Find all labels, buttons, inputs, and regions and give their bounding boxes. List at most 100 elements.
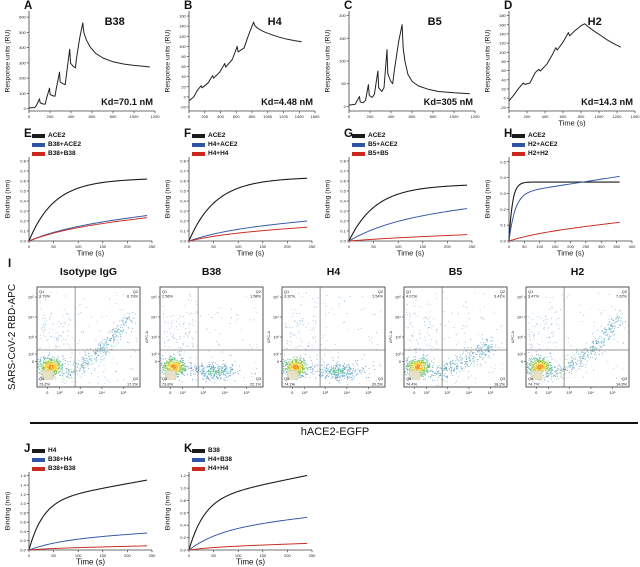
- svg-text:10³: 10³: [151, 335, 157, 340]
- svg-text:72.2%: 72.2%: [39, 382, 51, 387]
- legend-label: H4+ACE2: [208, 141, 238, 148]
- svg-text:120: 120: [499, 41, 506, 46]
- svg-text:0: 0: [155, 359, 158, 364]
- legend-swatch-blue: [512, 142, 525, 148]
- flow-plot-h4: H4 Q1 3.32% Q2 1.54% Q4 74.7% Q3 20.5% 0 10² 10³ 10⁴…: [264, 266, 394, 422]
- svg-text:1000: 1000: [595, 114, 605, 119]
- svg-text:0.0: 0.0: [20, 239, 26, 244]
- legend-label: B5+ACE2: [368, 141, 398, 148]
- svg-text:10³: 10³: [200, 390, 206, 395]
- svg-text:Time (s): Time (s): [557, 249, 585, 258]
- svg-text:APC-A: APC-A: [144, 331, 149, 344]
- panel-F: F ACE2 H4+ACE2 H4+H4 0 50 100 150 200 250 0.0 0.1 0.…: [162, 128, 320, 258]
- legend-swatch-blue: [32, 457, 45, 463]
- svg-text:10³: 10³: [273, 335, 279, 340]
- svg-text:0.0: 0.0: [500, 239, 506, 244]
- svg-text:150: 150: [419, 244, 426, 249]
- flow-panel-letter: I: [8, 258, 12, 270]
- svg-text:150: 150: [259, 244, 266, 249]
- svg-text:0.6: 0.6: [20, 179, 26, 184]
- svg-text:10³: 10³: [444, 390, 450, 395]
- svg-text:1000: 1000: [130, 114, 140, 119]
- svg-text:Q3: Q3: [256, 376, 261, 381]
- svg-text:10⁴: 10⁴: [222, 390, 228, 395]
- svg-text:150: 150: [552, 244, 559, 249]
- svg-text:10⁴: 10⁴: [99, 390, 105, 395]
- svg-text:0: 0: [24, 106, 27, 111]
- svg-text:10⁴: 10⁴: [151, 315, 157, 320]
- legend-swatch-red: [32, 151, 45, 157]
- svg-text:0: 0: [344, 104, 347, 109]
- svg-text:200: 200: [124, 244, 131, 249]
- svg-text:50: 50: [371, 244, 376, 249]
- svg-text:200: 200: [201, 114, 208, 119]
- legend-label: H2+H2: [528, 150, 549, 157]
- svg-text:H2: H2: [588, 16, 602, 28]
- svg-text:Response units (RU): Response units (RU): [165, 29, 172, 92]
- panel-K-legend: B38 H4+B38 H4+H4: [192, 447, 232, 474]
- svg-text:10⁴: 10⁴: [466, 390, 472, 395]
- svg-text:600: 600: [409, 114, 416, 119]
- svg-text:20: 20: [501, 86, 506, 91]
- svg-text:120: 120: [179, 34, 186, 39]
- legend-swatch-red: [512, 151, 525, 157]
- panel-letter-K: K: [184, 443, 193, 455]
- svg-text:400: 400: [217, 114, 224, 119]
- svg-text:100: 100: [179, 44, 186, 49]
- flow-divider: [30, 422, 638, 424]
- svg-text:300: 300: [19, 60, 26, 65]
- svg-text:0: 0: [508, 244, 511, 249]
- svg-text:22.1%: 22.1%: [250, 382, 262, 387]
- svg-text:0.4: 0.4: [20, 199, 26, 204]
- panel-letter-D: D: [504, 0, 513, 12]
- svg-text:0.1: 0.1: [500, 223, 506, 228]
- svg-text:160: 160: [499, 22, 506, 27]
- svg-text:2.56%: 2.56%: [162, 294, 174, 299]
- legend-swatch-black: [512, 133, 525, 139]
- svg-text:0.2: 0.2: [500, 207, 506, 212]
- svg-text:0: 0: [277, 359, 280, 364]
- svg-text:Binding (nm): Binding (nm): [325, 180, 332, 219]
- svg-text:100: 100: [235, 244, 242, 249]
- svg-text:10²: 10²: [28, 352, 34, 357]
- svg-text:Time (s): Time (s): [237, 249, 265, 258]
- svg-text:100: 100: [339, 59, 346, 64]
- panel-H: H ACE2 H2+ACE2 H2+H2 0 50 100 150 200 250 300 350 40…: [482, 128, 640, 258]
- svg-text:100: 100: [536, 244, 543, 249]
- svg-text:400: 400: [542, 114, 549, 119]
- svg-text:0.4: 0.4: [500, 175, 506, 180]
- svg-text:0.7: 0.7: [180, 169, 186, 174]
- svg-text:1.54%: 1.54%: [372, 294, 384, 299]
- svg-text:0: 0: [188, 114, 191, 119]
- panel-A-plot: 0 200 400 600 800 1000 1200 0 100 200 300 400 500 600…: [5, 11, 160, 119]
- svg-text:200: 200: [19, 76, 26, 81]
- svg-text:0: 0: [46, 390, 49, 395]
- svg-text:1200: 1200: [613, 114, 623, 119]
- svg-text:0.5: 0.5: [180, 189, 186, 194]
- svg-text:0.6: 0.6: [340, 179, 346, 184]
- svg-text:Q1: Q1: [39, 289, 44, 294]
- svg-text:60: 60: [501, 68, 506, 73]
- legend-label: ACE2: [208, 132, 226, 139]
- svg-text:0.1: 0.1: [20, 229, 26, 234]
- svg-text:0.5: 0.5: [340, 189, 346, 194]
- svg-text:100: 100: [19, 91, 26, 96]
- svg-text:10²: 10²: [180, 390, 186, 395]
- svg-text:20.5%: 20.5%: [372, 382, 384, 387]
- svg-text:50: 50: [341, 81, 346, 86]
- panel-D-plot: 0 200 400 600 800 1000 1200 1400-20020406080100…: [485, 11, 640, 128]
- panel-E-plot: 0 50 100 150 200 250 0.0 0.1 0.2 0.3 0.4 0.5 0.6 0.7 0…: [5, 157, 156, 258]
- svg-text:1400: 1400: [295, 114, 305, 119]
- legend-swatch-blue: [192, 142, 205, 148]
- svg-text:Kd=14.3 nM: Kd=14.3 nM: [581, 97, 633, 107]
- svg-text:50: 50: [522, 244, 527, 249]
- svg-text:-20: -20: [500, 105, 507, 110]
- svg-text:Q1: Q1: [162, 289, 167, 294]
- svg-text:0: 0: [348, 114, 351, 119]
- svg-text:100: 100: [75, 244, 82, 249]
- svg-text:400: 400: [388, 114, 395, 119]
- svg-text:0.1: 0.1: [340, 229, 346, 234]
- panel-F-legend: ACE2 H4+ACE2 H4+H4: [192, 132, 237, 159]
